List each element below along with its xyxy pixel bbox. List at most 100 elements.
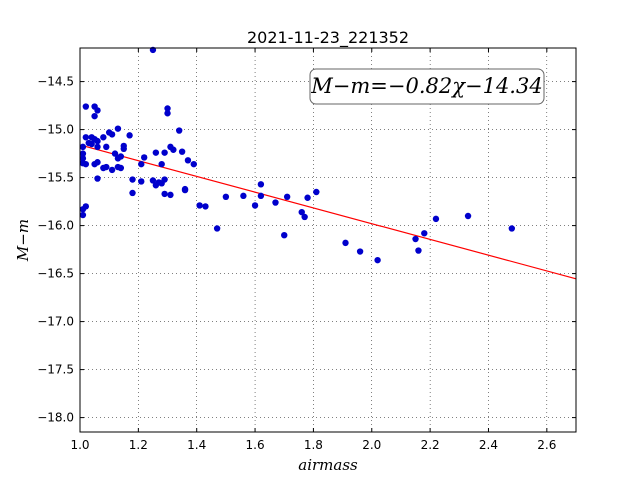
data-point [149, 177, 157, 184]
data-point [100, 164, 107, 172]
plot-frame [79, 47, 577, 433]
data-point [117, 164, 125, 172]
y-tick-label: −17.5 [37, 363, 74, 377]
data-point [114, 125, 122, 132]
data-point [79, 155, 87, 162]
data-point [129, 176, 136, 183]
fit-equation-text: M−m=−0.82χ−14.34 [310, 74, 542, 98]
fit-equation-frame [309, 68, 545, 105]
data-point [181, 186, 189, 194]
data-point [251, 202, 259, 209]
x-tick-label: 2.2 [421, 438, 440, 452]
data-point [129, 189, 136, 197]
data-point [202, 203, 209, 210]
data-point [421, 230, 428, 237]
fit-line [79, 144, 577, 280]
data-point [100, 134, 107, 141]
x-axis-label: airmass [298, 456, 358, 474]
data-point [412, 235, 419, 243]
data-point [257, 192, 265, 200]
data-point [140, 154, 148, 161]
data-point [103, 143, 110, 151]
data-point [213, 225, 221, 232]
x-tick-label: 2.0 [362, 438, 381, 452]
data-point [304, 194, 311, 201]
data-point [138, 160, 145, 168]
data-point [374, 256, 381, 264]
data-point [152, 182, 160, 189]
data-point [158, 160, 165, 168]
data-point [158, 180, 165, 187]
data-point [342, 239, 349, 247]
data-point [108, 166, 116, 174]
data-point [82, 203, 90, 210]
data-point [170, 146, 177, 153]
data-point [164, 105, 171, 112]
fit-equation-box: M−m=−0.82χ−14.34 [309, 68, 545, 105]
data-point [301, 213, 308, 221]
y-tick-label: −15.0 [37, 123, 74, 137]
data-point [82, 103, 90, 110]
data-point [222, 193, 230, 200]
data-point [257, 181, 265, 188]
data-point [283, 193, 291, 200]
grid [79, 48, 576, 432]
data-point [464, 212, 472, 220]
data-point [167, 191, 174, 199]
data-point [79, 143, 87, 151]
data-point [82, 160, 90, 168]
x-tick-label: 1.8 [304, 438, 323, 452]
x-tick-label: 2.4 [479, 438, 498, 452]
y-tick-label: −17.0 [37, 315, 74, 329]
y-tick-label: −14.5 [37, 75, 74, 89]
data-point [88, 140, 95, 148]
x-tick-label: 1.0 [70, 438, 89, 452]
data-point [272, 199, 279, 206]
y-tick-label: −18.0 [37, 411, 74, 425]
data-point [161, 190, 168, 198]
data-point [178, 148, 186, 155]
x-tick-label: 1.6 [246, 438, 265, 452]
data-point [108, 131, 116, 138]
data-point [176, 127, 183, 134]
fit-line-group [79, 144, 577, 280]
data-point [94, 143, 101, 151]
x-tick-label: 1.4 [187, 438, 206, 452]
data-point [138, 178, 145, 185]
data-point [184, 157, 192, 164]
data-point [91, 112, 98, 120]
data-point [356, 248, 364, 255]
y-tick-label: −16.0 [37, 219, 74, 233]
data-point [82, 134, 90, 141]
data-point [313, 188, 320, 196]
data-point [79, 211, 87, 219]
x-tick-label: 1.2 [129, 438, 148, 452]
data-point [94, 137, 101, 145]
data-point [196, 202, 203, 209]
chart-title: 2021-11-23_221352 [247, 28, 409, 48]
data-point [164, 110, 171, 117]
data-point [415, 247, 422, 254]
x-tick-label: 2.6 [537, 438, 556, 452]
data-point [91, 160, 98, 168]
y-tick-label: −15.5 [37, 171, 74, 185]
data-point [161, 149, 168, 156]
data-point [240, 192, 247, 200]
x-axis-ticks: 1.0 1.2 1.4 1.6 1.8 2.0 2.2 2.4 2.6 [70, 48, 556, 452]
data-point [432, 215, 440, 223]
data-point [79, 150, 87, 157]
y-tick-label: −16.5 [37, 267, 74, 281]
data-point [94, 175, 101, 182]
data-point [126, 132, 133, 139]
y-axis-label: M−m [14, 219, 32, 262]
data-point [120, 145, 127, 152]
data-point [111, 150, 119, 157]
data-points [79, 46, 516, 264]
data-point [190, 160, 197, 168]
data-point [508, 225, 516, 232]
data-point [152, 149, 160, 156]
data-point [281, 232, 288, 239]
data-point [94, 107, 101, 114]
y-axis-ticks: −14.5 −15.0 −15.5 −16.0 −16.5 −17.0 −17.5 −18.0 [37, 75, 576, 425]
